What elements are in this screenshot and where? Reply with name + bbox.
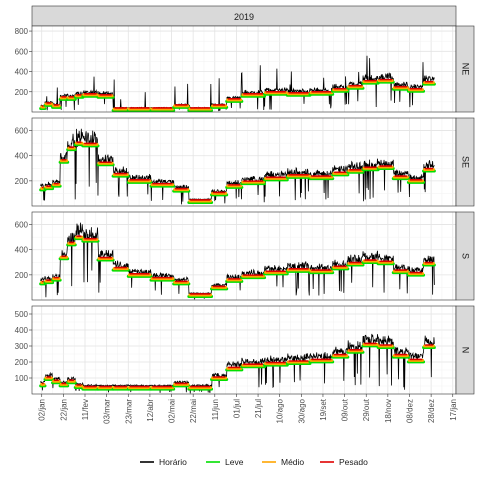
x-tick-label: 22/mai (189, 399, 198, 423)
x-tick-label: 12/abr (146, 399, 155, 422)
facet-column-label: 2019 (234, 12, 254, 22)
x-axis: 02/jan 22/jan 11/fev 03/mar 23/mar 12/abr 02/m… (38, 394, 458, 424)
facet-row-label: S (461, 253, 471, 259)
panel-ne: 200 400 600 800 NE (15, 25, 475, 113)
x-tick-label: 30/ago (297, 398, 306, 423)
series-horario-line (40, 333, 435, 394)
panel-s: 200 400 600 S (15, 211, 475, 301)
x-tick-label: 11/fev (81, 399, 90, 420)
legend-item-leve: Leve (206, 457, 244, 467)
y-tick-label: 400 (15, 68, 29, 77)
facet-strip-right (455, 305, 475, 395)
x-tick-label: 21/jul (254, 399, 263, 418)
y-tick-label: 600 (15, 221, 29, 230)
facet-row-label: NE (461, 63, 471, 76)
facet-strip-right (455, 25, 475, 113)
y-tick-label: 300 (15, 342, 29, 351)
panels: 200 400 600 800 NE 200 400 600 SE 200 400 600 S 100 20… (15, 25, 475, 395)
y-tick-label: 200 (15, 177, 29, 186)
facet-strip-top: 2019 (31, 5, 457, 27)
x-tick-label: 10/ago (276, 398, 285, 423)
x-tick-label: 22/jan (59, 399, 68, 421)
y-tick-label: 500 (15, 310, 29, 319)
y-tick-label: 200 (15, 358, 29, 367)
legend-item-horario: Horário (140, 457, 187, 467)
x-tick-label: 17/jan (449, 399, 458, 421)
y-tick-label: 600 (15, 127, 29, 136)
legend: Horário Leve Médio Pesado (140, 457, 368, 467)
legend-label: Pesado (339, 457, 368, 467)
y-tick-label: 200 (15, 88, 29, 97)
y-tick-label: 100 (15, 374, 29, 383)
x-tick-label: 18/nov (384, 399, 393, 423)
x-tick-label: 08/dez (405, 399, 414, 423)
x-tick-label: 29/out (362, 398, 371, 421)
facet-row-label: SE (461, 156, 471, 168)
legend-label: Horário (159, 457, 187, 467)
x-tick-label: 02/jan (38, 399, 47, 421)
x-tick-label: 28/dez (427, 399, 436, 423)
facet-strip-right (455, 211, 475, 301)
y-tick-label: 600 (15, 47, 29, 56)
facet-row-label: N (461, 347, 471, 354)
x-tick-label: 03/mar (103, 399, 112, 424)
y-tick-label: 400 (15, 246, 29, 255)
y-tick-label: 400 (15, 326, 29, 335)
x-tick-label: 09/out (341, 398, 350, 421)
facet-strip-right (455, 117, 475, 207)
panel-background (32, 306, 456, 394)
x-tick-label: 23/mar (124, 399, 133, 424)
x-tick-label: 02/mai (168, 399, 177, 423)
x-tick-label: 19/set (319, 398, 328, 421)
y-tick-label: 800 (15, 27, 29, 36)
panel-n: 100 200 300 400 500 N (15, 305, 475, 395)
legend-label: Médio (281, 457, 304, 467)
legend-item-pesado: Pesado (320, 457, 368, 467)
y-tick-label: 200 (15, 271, 29, 280)
legend-item-medio: Médio (262, 457, 304, 467)
panel-grid (32, 305, 456, 395)
y-tick-label: 400 (15, 152, 29, 161)
x-tick-label: 11/jun (211, 399, 220, 420)
panel-se: 200 400 600 SE (15, 117, 475, 207)
legend-label: Leve (225, 457, 244, 467)
x-tick-label: 01/jul (232, 399, 241, 418)
